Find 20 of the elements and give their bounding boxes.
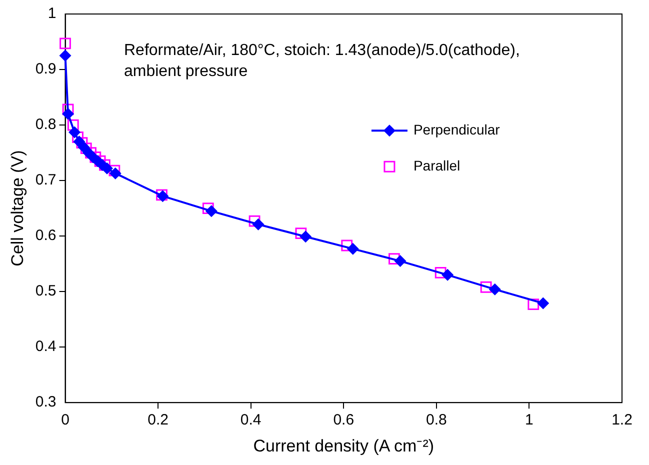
x-tick-label: 0.8 [426,412,447,429]
x-tick-label: 0.2 [148,412,168,429]
y-tick-label: 1 [48,5,56,22]
legend-label: Perpendicular [413,121,500,138]
x-tick-label: 1.2 [612,412,632,429]
x-tick-label: 0 [61,412,70,429]
y-tick-label: 0.7 [35,172,56,189]
y-tick-label: 0.5 [35,282,56,300]
y-tick-label: 0.3 [35,394,56,411]
legend-label: Parallel [413,157,460,174]
x-axis-title: Current density (A cm⁻²) [253,436,434,456]
x-tick-label: 0.4 [240,412,262,429]
x-tick-label: 1 [525,412,534,429]
y-tick-label: 0.6 [35,227,56,244]
x-tick-label: 0.6 [333,412,354,429]
y-tick-label: 0.8 [35,116,56,134]
y-tick-label: 0.9 [35,60,56,78]
y-tick-label: 0.4 [35,338,56,356]
annotation: Reformate/Air, 180°C, stoich: 1.43(anode)/5.0(cathode), ambient pressure [124,41,521,82]
y-axis-title: Cell voltage (V) [8,150,27,266]
